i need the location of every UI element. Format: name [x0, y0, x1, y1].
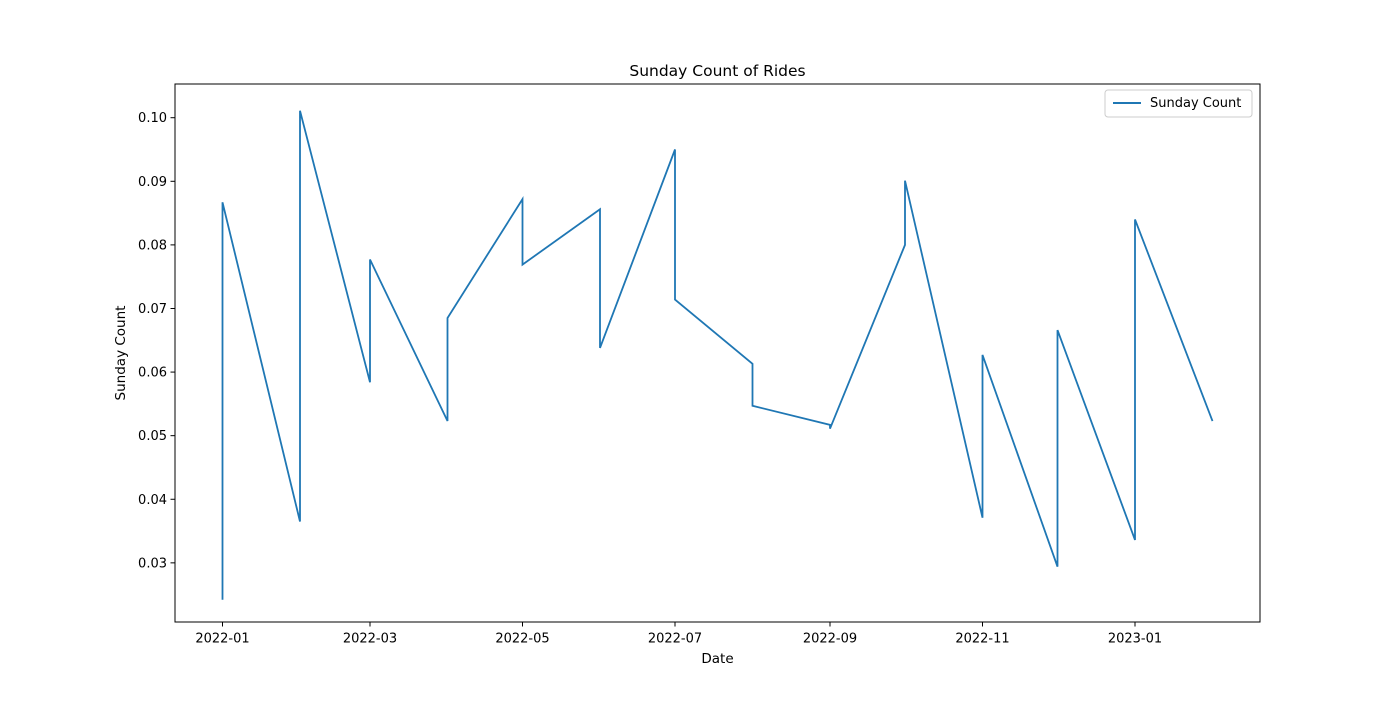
plot-area-frame	[174, 83, 1261, 623]
legend: Sunday Count	[1104, 89, 1253, 118]
chart-title: Sunday Count of Rides	[629, 62, 805, 80]
x-axis-label: Date	[701, 651, 733, 667]
x-tick-label: 2022-05	[495, 632, 549, 647]
x-axis: 2022-01 2022-03 2022-05 2022-07 2022-09 2022-…	[195, 622, 1162, 647]
y-tick-label: 0.05	[138, 429, 167, 444]
series-layer	[221, 110, 1214, 600]
x-tick-label: 2023-01	[1108, 632, 1162, 647]
y-axis-label: Sunday Count	[113, 306, 129, 401]
y-tick-label: 0.08	[138, 238, 167, 253]
x-tick-label: 2022-09	[803, 632, 857, 647]
y-tick-label: 0.04	[138, 493, 167, 508]
legend-label: Sunday Count	[1150, 96, 1241, 111]
y-tick-label: 0.09	[138, 175, 167, 190]
x-tick-label: 2022-03	[343, 632, 397, 647]
y-tick-label: 0.03	[138, 556, 167, 571]
x-tick-label: 2022-01	[195, 632, 249, 647]
y-axis: 0.03 0.04 0.05 0.06 0.07 0.08 0.09 0.10	[138, 111, 175, 571]
series-line-sunday-count	[221, 110, 1214, 600]
x-tick-label: 2022-07	[648, 632, 702, 647]
x-tick-label: 2022-11	[955, 632, 1009, 647]
y-tick-label: 0.10	[138, 111, 167, 126]
y-tick-label: 0.06	[138, 366, 167, 381]
y-tick-label: 0.07	[138, 302, 167, 317]
legend-box	[1104, 89, 1253, 118]
